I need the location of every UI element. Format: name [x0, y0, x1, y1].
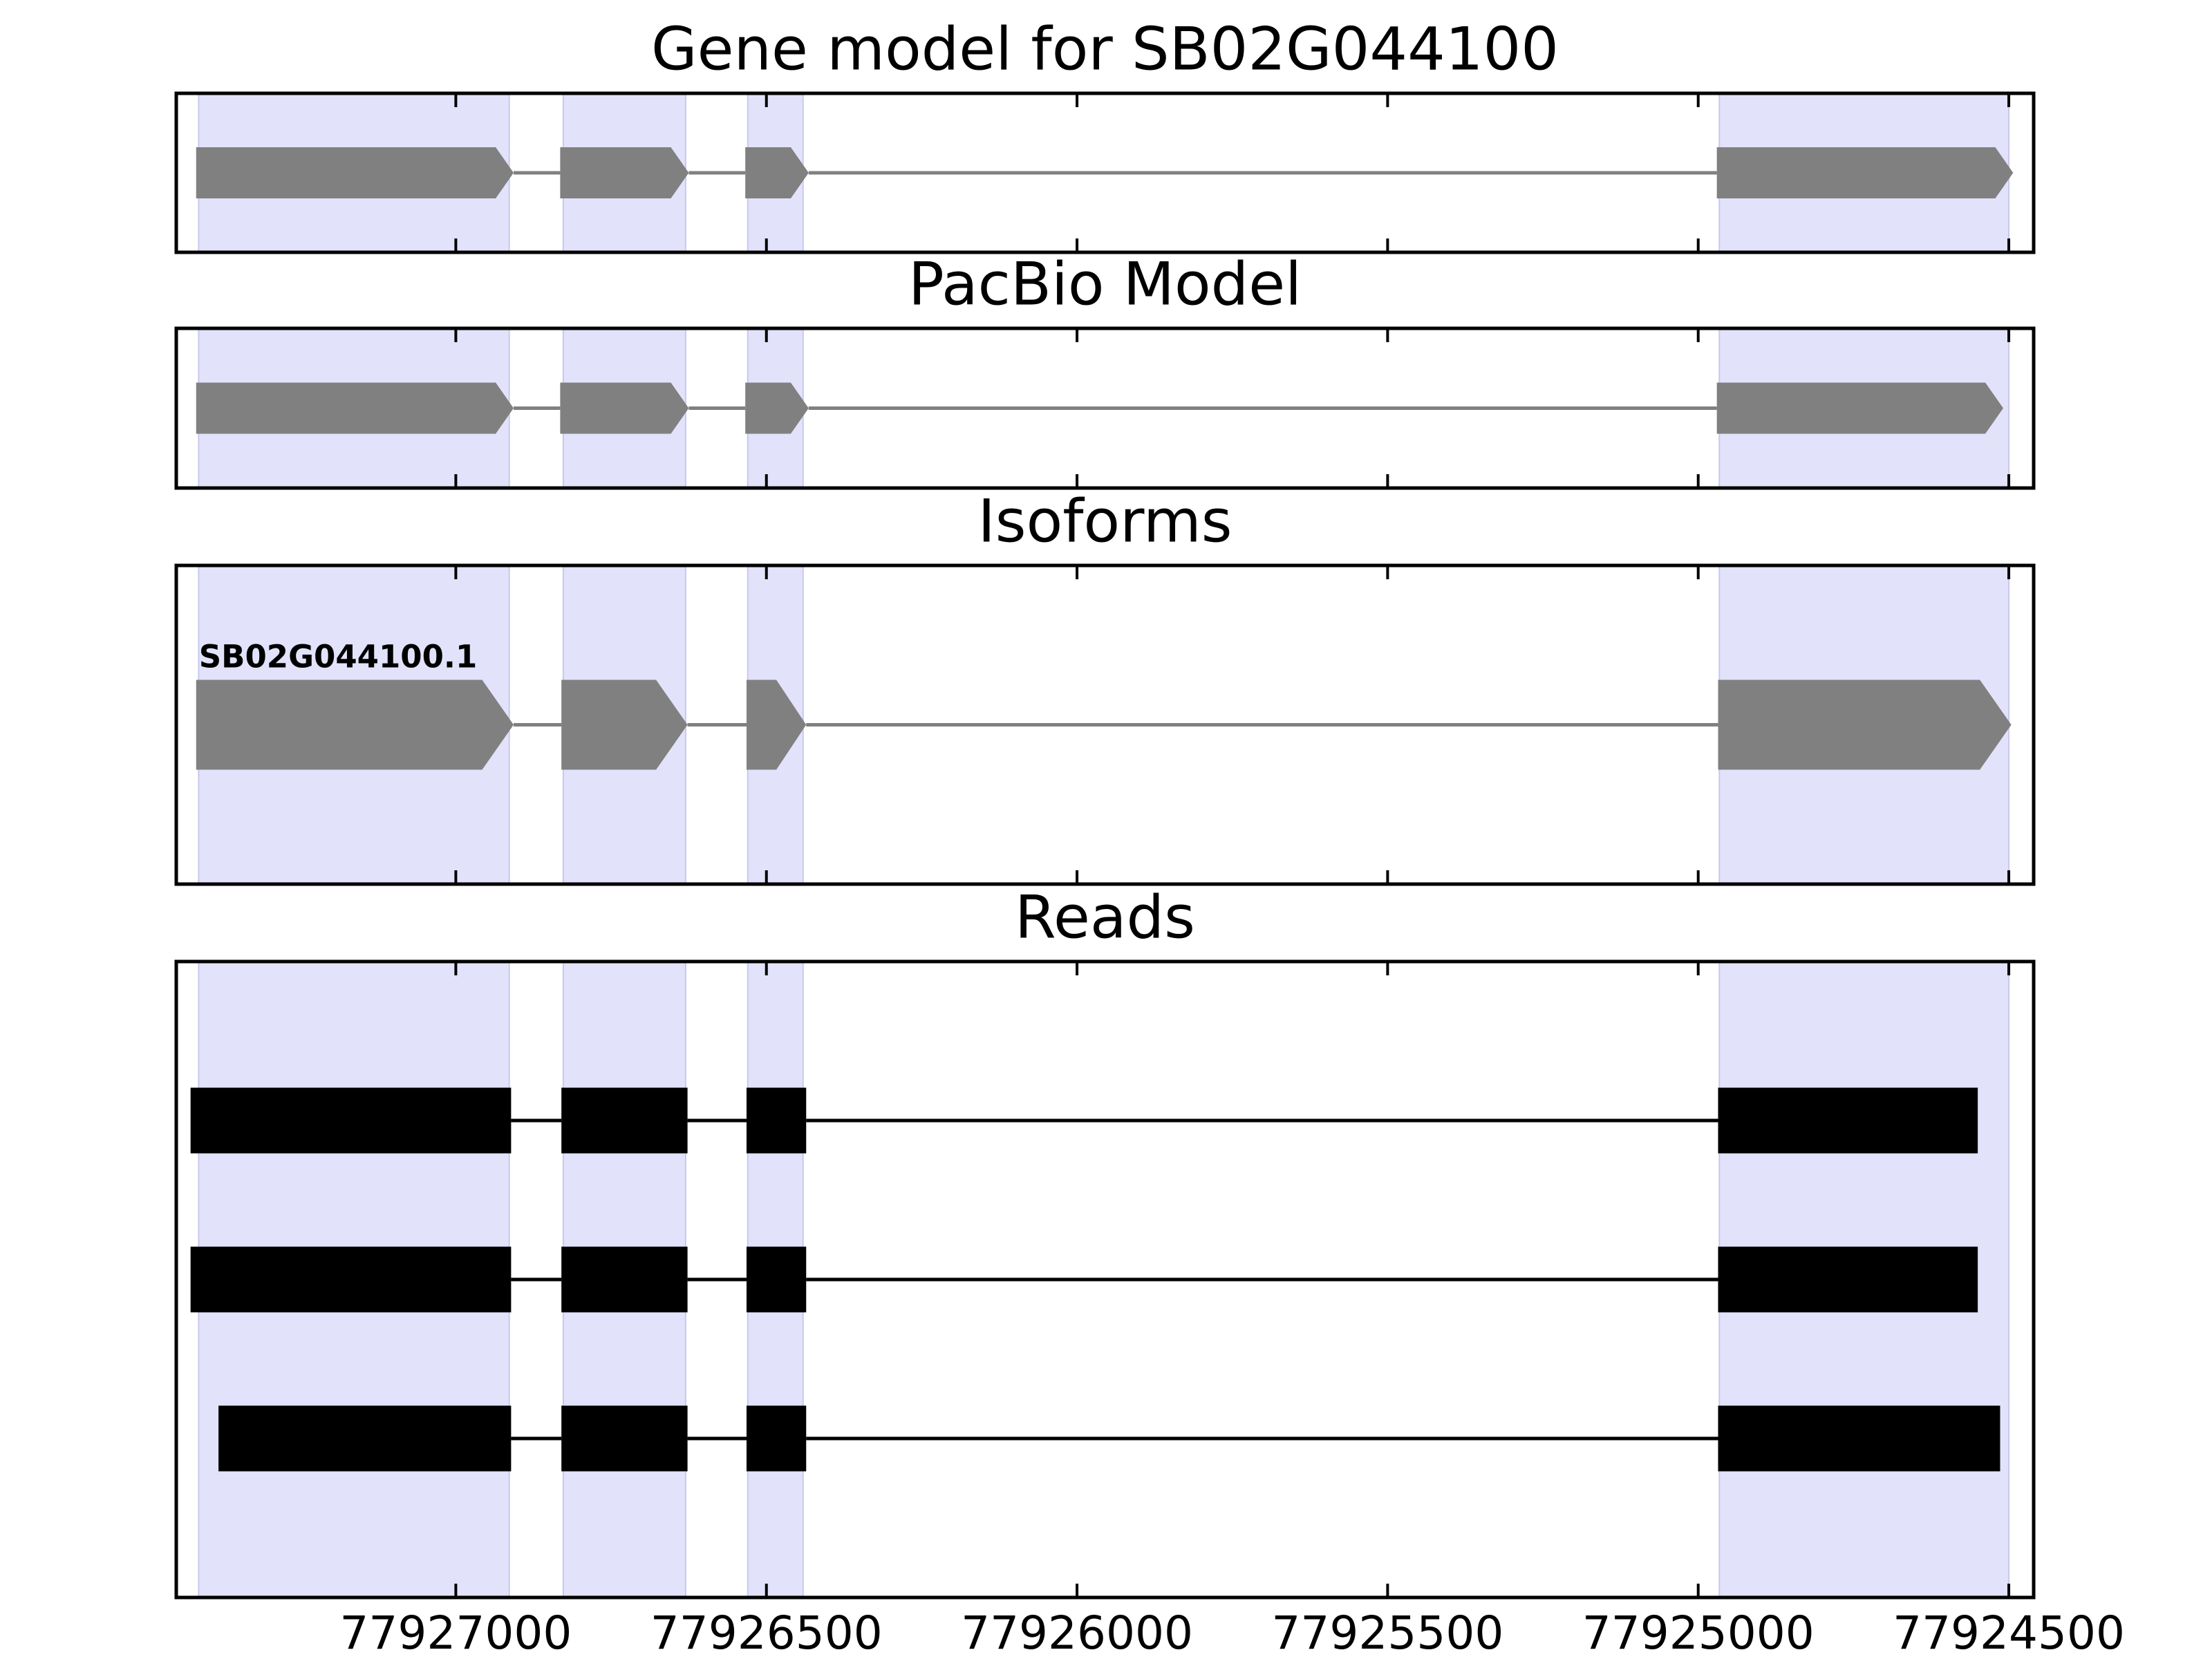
- x-tick-label: 77926500: [650, 1606, 883, 1659]
- read-block: [746, 1405, 807, 1472]
- read-block: [218, 1405, 512, 1472]
- x-tick-label: 77925000: [1582, 1606, 1815, 1659]
- exon: [745, 147, 809, 198]
- panel-frame: [174, 959, 2036, 1600]
- exon: [1718, 679, 2012, 770]
- exon: [1716, 147, 2014, 198]
- read-block: [190, 1087, 512, 1154]
- x-tick-label: 77924500: [1893, 1606, 2125, 1659]
- panel-frame: [174, 91, 2036, 254]
- exon: [196, 679, 514, 770]
- x-tick-label: 77925500: [1271, 1606, 1503, 1659]
- exon: [560, 382, 689, 434]
- panel-title: PacBio Model: [908, 250, 1302, 319]
- x-tick-label: 77927000: [339, 1606, 572, 1659]
- read-block: [561, 1405, 688, 1472]
- exon: [1716, 382, 2003, 434]
- panel-title: Isoforms: [977, 487, 1232, 556]
- exon: [560, 147, 689, 198]
- read-block: [1718, 1246, 1978, 1313]
- read-block: [1718, 1405, 2000, 1472]
- panel-frame: [174, 326, 2036, 490]
- exon: [196, 382, 514, 434]
- read-block: [190, 1246, 512, 1313]
- exon: [746, 679, 807, 770]
- x-tick-label: 77926000: [961, 1606, 1193, 1659]
- read-block: [1718, 1087, 1978, 1154]
- exon: [745, 382, 809, 434]
- panel-title: Reads: [1015, 883, 1195, 952]
- exon: [561, 679, 688, 770]
- exon: [196, 147, 514, 198]
- read-block: [746, 1246, 807, 1313]
- panel-title: Gene model for SB02G044100: [651, 15, 1559, 84]
- read-block: [561, 1087, 688, 1154]
- panel-frame: [174, 563, 2036, 886]
- read-block: [746, 1087, 807, 1154]
- read-block: [561, 1246, 688, 1313]
- isoform-label: SB02G044100.1: [199, 639, 478, 675]
